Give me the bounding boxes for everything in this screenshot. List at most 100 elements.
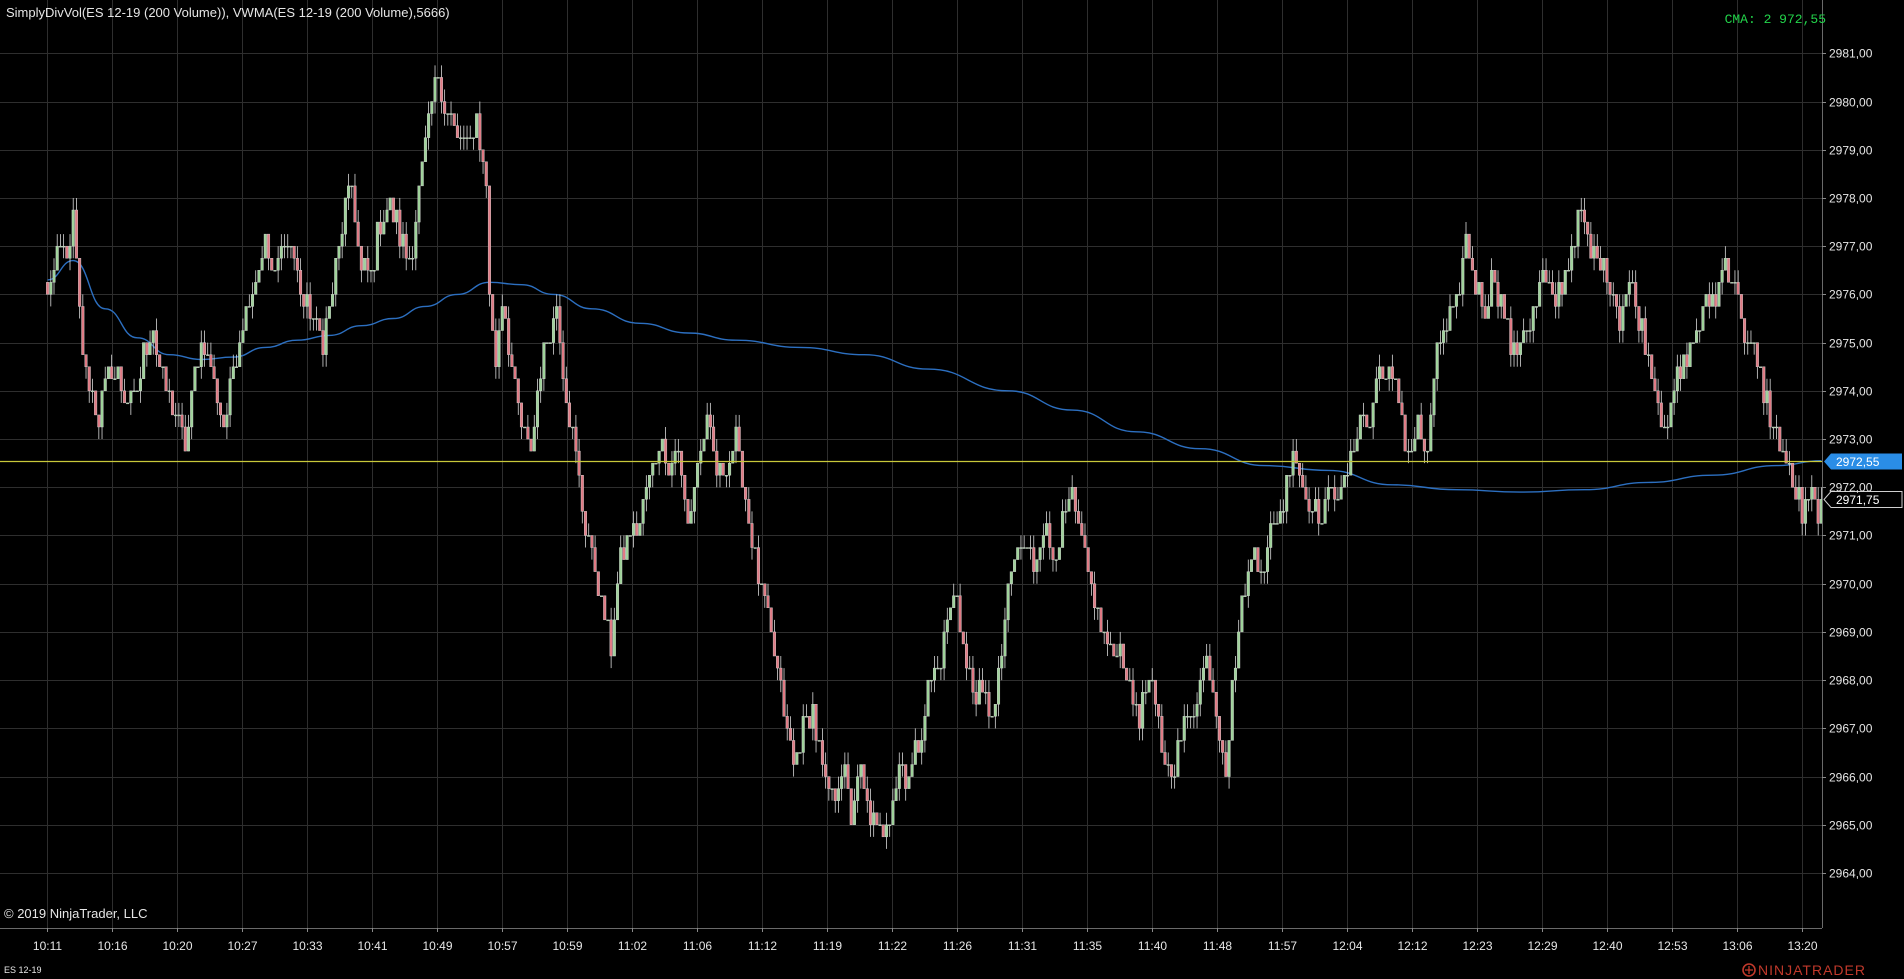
candle[interactable]	[302, 294, 306, 319]
candle[interactable]	[1538, 270, 1542, 307]
candle[interactable]	[1070, 475, 1074, 500]
candle[interactable]	[132, 378, 136, 393]
candle[interactable]	[798, 752, 802, 754]
candle[interactable]	[1679, 354, 1683, 391]
candle[interactable]	[545, 342, 549, 344]
candle[interactable]	[113, 366, 117, 380]
candle[interactable]	[769, 607, 773, 633]
candle[interactable]	[750, 511, 754, 560]
candle[interactable]	[811, 692, 815, 741]
candle[interactable]	[260, 246, 264, 271]
time-axis[interactable]: 10:11 10:16 10:20 10:27 10:33 10:41 10:49 10:57…	[0, 928, 1822, 953]
candle[interactable]	[1704, 294, 1708, 307]
candle[interactable]	[1269, 511, 1273, 560]
candle[interactable]	[827, 776, 831, 801]
candle[interactable]	[1650, 354, 1654, 379]
candle[interactable]	[1160, 704, 1164, 753]
candle[interactable]	[654, 462, 658, 465]
candle[interactable]	[1630, 270, 1634, 284]
candle[interactable]	[1442, 318, 1446, 355]
candle[interactable]	[523, 426, 527, 429]
candle[interactable]	[1147, 679, 1151, 693]
candle[interactable]	[177, 402, 181, 427]
candle[interactable]	[542, 342, 546, 391]
candle[interactable]	[1294, 439, 1298, 464]
candle[interactable]	[1586, 221, 1590, 247]
candle[interactable]	[571, 426, 575, 440]
candle[interactable]	[1057, 547, 1061, 560]
candle[interactable]	[1336, 487, 1340, 501]
candle[interactable]	[894, 776, 898, 801]
candle[interactable]	[94, 390, 98, 416]
candle[interactable]	[1573, 245, 1577, 259]
candle[interactable]	[888, 824, 892, 837]
candle[interactable]	[1723, 246, 1727, 271]
candle[interactable]	[58, 234, 62, 248]
candle[interactable]	[1589, 222, 1593, 259]
candle[interactable]	[247, 294, 251, 308]
candle[interactable]	[932, 656, 937, 693]
candle[interactable]	[411, 246, 415, 271]
candle[interactable]	[1153, 679, 1157, 717]
candle[interactable]	[920, 728, 924, 765]
candle[interactable]	[744, 487, 748, 512]
candle[interactable]	[503, 306, 507, 319]
candle[interactable]	[977, 668, 981, 705]
candle[interactable]	[478, 101, 482, 162]
candle[interactable]	[1221, 740, 1225, 765]
candle[interactable]	[1483, 294, 1487, 319]
candle[interactable]	[1240, 595, 1244, 633]
candle[interactable]	[1410, 439, 1414, 453]
candle[interactable]	[154, 318, 158, 367]
candle[interactable]	[721, 462, 725, 476]
candle[interactable]	[696, 462, 700, 488]
candle[interactable]	[619, 535, 623, 584]
candle[interactable]	[202, 330, 206, 367]
candle[interactable]	[788, 716, 792, 741]
candle[interactable]	[395, 209, 399, 235]
candle[interactable]	[1169, 764, 1173, 789]
candle[interactable]	[1685, 342, 1689, 379]
candle[interactable]	[1493, 270, 1497, 283]
candle[interactable]	[311, 318, 315, 331]
candle[interactable]	[379, 210, 383, 247]
candle[interactable]	[1570, 234, 1574, 283]
candle[interactable]	[1115, 643, 1119, 658]
candle[interactable]	[1253, 547, 1257, 560]
candle[interactable]	[1096, 607, 1100, 620]
candle[interactable]	[1579, 197, 1583, 223]
candle[interactable]	[1061, 499, 1065, 548]
candle[interactable]	[423, 125, 427, 162]
candle[interactable]	[971, 656, 975, 705]
candle[interactable]	[965, 631, 969, 681]
candle[interactable]	[1362, 402, 1366, 427]
candle[interactable]	[1022, 535, 1026, 549]
candle[interactable]	[1368, 426, 1372, 429]
candle[interactable]	[728, 451, 732, 488]
candle[interactable]	[1755, 342, 1759, 379]
candle[interactable]	[1355, 426, 1359, 452]
candle[interactable]	[1544, 258, 1548, 283]
candle[interactable]	[279, 234, 283, 271]
candle[interactable]	[1499, 294, 1503, 319]
candle[interactable]	[1035, 559, 1039, 584]
candle[interactable]	[238, 330, 242, 367]
candle[interactable]	[997, 656, 1001, 717]
candle[interactable]	[590, 535, 594, 560]
candle[interactable]	[974, 680, 978, 717]
candle[interactable]	[1201, 656, 1205, 693]
candle[interactable]	[740, 450, 744, 488]
candle[interactable]	[1112, 643, 1116, 657]
candle[interactable]	[587, 523, 591, 537]
candle[interactable]	[1339, 475, 1343, 500]
candle[interactable]	[84, 354, 88, 379]
candle[interactable]	[1387, 366, 1391, 391]
candle[interactable]	[939, 667, 943, 681]
candle[interactable]	[209, 342, 213, 367]
candle[interactable]	[763, 583, 767, 608]
candle[interactable]	[1522, 318, 1526, 343]
candle[interactable]	[193, 366, 197, 392]
candle[interactable]	[1390, 354, 1394, 391]
candle[interactable]	[1326, 475, 1330, 512]
candle[interactable]	[1624, 294, 1628, 307]
